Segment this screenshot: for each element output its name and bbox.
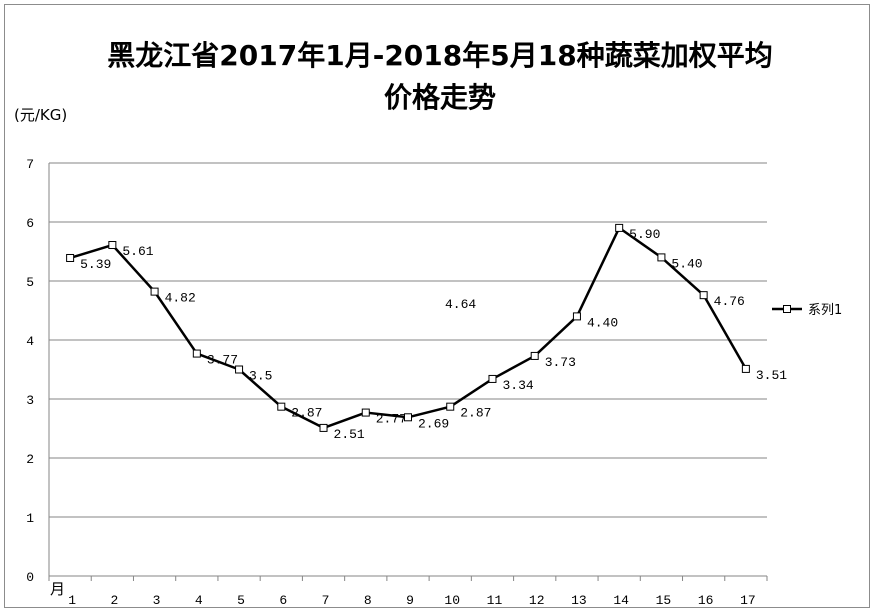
y-tick-label: 4	[26, 334, 34, 349]
data-point-marker	[235, 365, 244, 374]
data-point-marker	[277, 402, 286, 411]
x-tick-label: 13	[571, 593, 587, 608]
x-tick-label: 11	[487, 593, 503, 608]
data-point-marker	[319, 423, 328, 432]
data-label: 2.69	[418, 416, 449, 431]
x-tick-label: 16	[698, 593, 714, 608]
data-label: 4.40	[587, 315, 618, 330]
data-label: 5.90	[629, 227, 660, 242]
data-label: 5.39	[80, 257, 111, 272]
x-tick-label: 3	[153, 593, 161, 608]
x-tick-label: 2	[110, 593, 118, 608]
legend-label: 系列1	[808, 303, 842, 318]
y-tick-label: 3	[26, 393, 34, 408]
data-point-marker	[572, 312, 581, 321]
data-label: 3.73	[545, 355, 576, 370]
data-point-marker	[66, 253, 75, 262]
data-label: 2.87	[291, 406, 322, 421]
x-tick-label: 8	[364, 593, 372, 608]
legend-marker	[783, 305, 791, 313]
data-label: 3.34	[502, 378, 533, 393]
data-label: 5.40	[671, 256, 702, 271]
x-tick-label: 4	[195, 593, 203, 608]
data-label: 3.5	[249, 369, 272, 384]
x-tick-label: 9	[406, 593, 414, 608]
data-label: 3.77	[207, 353, 238, 368]
chart-title-line1: 黑龙江省2017年1月-2018年5月18种蔬菜加权平均	[107, 39, 773, 72]
y-tick-label: 5	[26, 275, 34, 290]
x-tick-label: 15	[656, 593, 672, 608]
x-tick-label: 6	[279, 593, 287, 608]
chart-frame	[4, 4, 870, 608]
annotation-label: 4.64	[445, 297, 476, 312]
series-line-1	[69, 226, 747, 430]
data-point-marker	[488, 374, 497, 383]
y-tick-label: 0	[26, 570, 34, 585]
data-point-marker	[657, 253, 666, 262]
data-point-marker	[530, 351, 539, 360]
data-label: 3.51	[756, 368, 787, 383]
y-axis-unit-label: (元/KG)	[14, 106, 68, 124]
data-label: 4.82	[165, 291, 196, 306]
x-tick-label: 5	[237, 593, 245, 608]
data-point-marker	[150, 287, 159, 296]
data-label: 4.76	[714, 294, 745, 309]
data-point-marker	[615, 223, 624, 232]
x-tick-label: 1	[68, 593, 76, 608]
x-tick-label: 12	[529, 593, 545, 608]
x-tick-label: 17	[740, 593, 756, 608]
x-tick-label: 7	[322, 593, 330, 608]
data-point-marker	[741, 364, 750, 373]
x-axis-label: 月	[50, 580, 65, 598]
data-point-marker	[192, 349, 201, 358]
data-label: 2.87	[460, 406, 491, 421]
data-point-marker	[361, 408, 370, 417]
chart-title-line2: 价格走势	[383, 81, 496, 114]
data-point-marker	[108, 241, 117, 250]
y-tick-label: 6	[26, 216, 34, 231]
x-tick-label: 14	[613, 593, 629, 608]
data-point-marker	[404, 413, 412, 422]
y-tick-label: 2	[26, 452, 34, 467]
data-label: 2.51	[334, 427, 365, 442]
data-label: 2.77	[376, 412, 407, 427]
y-tick-label: 1	[26, 511, 34, 526]
data-label: 5.61	[122, 244, 153, 259]
data-point-marker	[699, 291, 708, 300]
data-point-marker	[446, 402, 455, 411]
x-tick-label: 10	[444, 593, 460, 608]
y-tick-label: 7	[26, 157, 34, 172]
